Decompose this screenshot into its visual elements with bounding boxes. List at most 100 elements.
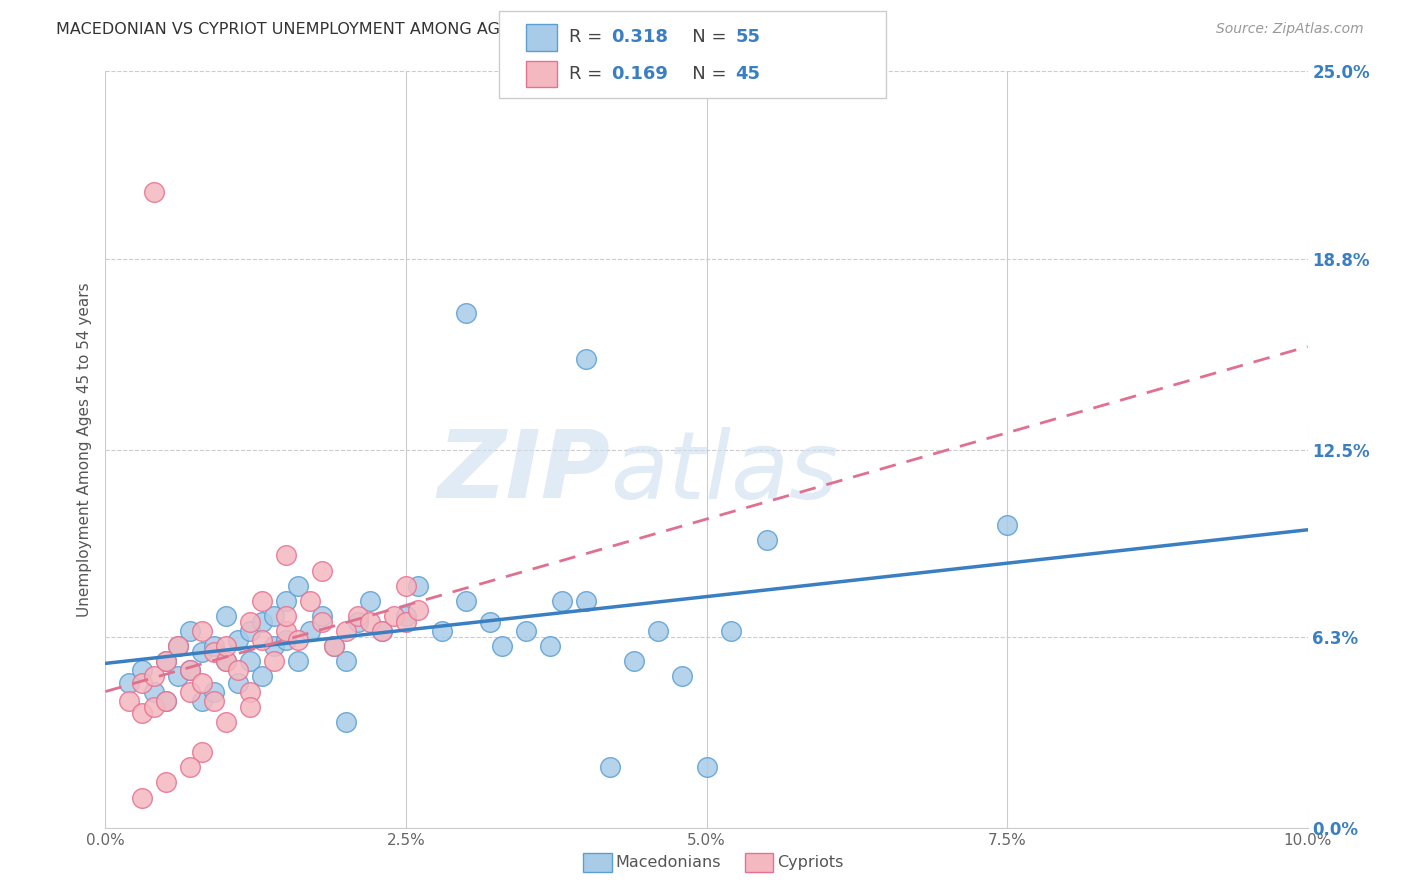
Point [311,615,333,629]
Point [190,745,212,759]
Point [190,694,212,708]
Point [359,615,381,629]
Point [287,654,309,668]
Text: 55: 55 [735,29,761,46]
Point [263,639,285,653]
Point [347,615,370,629]
Point [298,624,321,639]
Point [155,654,177,668]
Point [538,639,561,653]
Text: ZIP: ZIP [437,426,610,518]
Text: 0.169: 0.169 [612,65,668,83]
Point [395,579,418,593]
Point [406,579,429,593]
Point [479,615,502,629]
Text: R =: R = [569,29,609,46]
Point [118,694,141,708]
Text: Cypriots: Cypriots [778,855,844,870]
Point [430,624,453,639]
Text: Source: ZipAtlas.com: Source: ZipAtlas.com [1216,22,1364,37]
Point [456,594,478,608]
Point [179,624,201,639]
Text: Macedonians: Macedonians [616,855,721,870]
Point [131,706,153,720]
Point [166,669,188,683]
Point [239,615,262,629]
Point [131,790,153,805]
Point [456,306,478,320]
Point [214,654,236,668]
Point [179,664,201,678]
Point [347,609,370,624]
Point [263,609,285,624]
Point [696,760,718,774]
Point [551,594,574,608]
Point [263,654,285,668]
Point [239,654,262,668]
Point [311,564,333,578]
Point [287,579,309,593]
Point [142,684,165,698]
Text: R =: R = [569,65,609,83]
Point [311,609,333,624]
Point [671,669,693,683]
Point [239,699,262,714]
Point [274,594,297,608]
Point [179,684,201,698]
Point [274,549,297,563]
Text: 45: 45 [735,65,761,83]
Text: atlas: atlas [610,426,838,517]
Point [202,639,225,653]
Point [335,714,357,729]
Point [142,699,165,714]
Point [599,760,621,774]
Point [226,664,249,678]
Point [274,624,297,639]
Point [298,594,321,608]
Point [575,351,598,366]
Point [166,639,188,653]
Point [250,594,273,608]
Point [239,624,262,639]
Point [142,186,165,200]
Point [250,615,273,629]
Point [131,664,153,678]
Point [214,654,236,668]
Point [515,624,537,639]
Point [190,624,212,639]
Point [322,639,344,653]
Text: MACEDONIAN VS CYPRIOT UNEMPLOYMENT AMONG AGES 45 TO 54 YEARS CORRELATION CHART: MACEDONIAN VS CYPRIOT UNEMPLOYMENT AMONG… [56,22,835,37]
Point [142,669,165,683]
Point [322,639,344,653]
Point [406,603,429,617]
Point [214,714,236,729]
Point [274,633,297,648]
Point [395,615,418,629]
Point [131,675,153,690]
Point [155,775,177,789]
Point [190,645,212,659]
Point [395,609,418,624]
Point [623,654,645,668]
Point [371,624,394,639]
Point [250,669,273,683]
Point [226,633,249,648]
Point [214,639,236,653]
Point [575,594,598,608]
Point [166,639,188,653]
Point [190,675,212,690]
Point [287,633,309,648]
Point [491,639,513,653]
Point [371,624,394,639]
Point [214,609,236,624]
Point [250,633,273,648]
Point [995,518,1018,533]
Point [118,675,141,690]
Point [755,533,778,548]
Point [155,694,177,708]
Text: N =: N = [675,65,733,83]
Point [226,675,249,690]
Point [179,664,201,678]
Point [202,684,225,698]
Point [647,624,669,639]
